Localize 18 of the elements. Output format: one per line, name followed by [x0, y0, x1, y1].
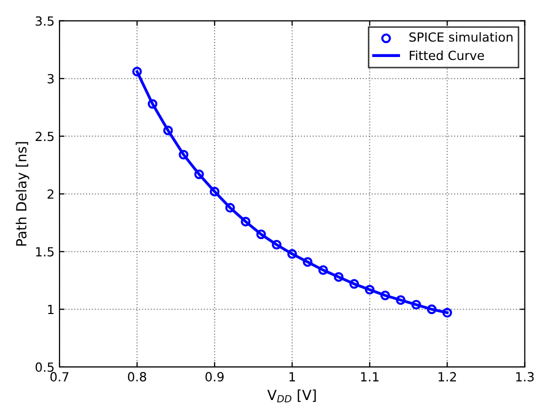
y-axis-title: Path Delay [ns] — [16, 142, 30, 246]
x-tick-label: 0.7 — [50, 372, 68, 382]
legend-label: SPICE simulation — [409, 32, 512, 42]
y-tick-label: 3 — [48, 74, 54, 84]
y-tick-label: 1.5 — [36, 247, 54, 257]
y-tick-label: 1 — [48, 304, 54, 314]
x-tick-label: 1.2 — [438, 372, 456, 382]
x-tick-label: 0.8 — [128, 372, 146, 382]
x-tick-label: 1.1 — [361, 372, 378, 382]
x-tick-label: 1 — [290, 372, 295, 382]
x-tick-label: 1.3 — [516, 372, 534, 382]
y-tick-label: 2.5 — [36, 132, 54, 142]
y-tick-label: 0.5 — [36, 362, 54, 372]
x-tick-label: 0.9 — [205, 372, 224, 382]
legend-label: Fitted Curve — [410, 50, 484, 60]
y-tick-label: 2 — [48, 189, 54, 199]
x-axis-title: V$_{DD}$ [V] — [267, 389, 316, 402]
y-tick-label: 3.5 — [36, 16, 54, 26]
